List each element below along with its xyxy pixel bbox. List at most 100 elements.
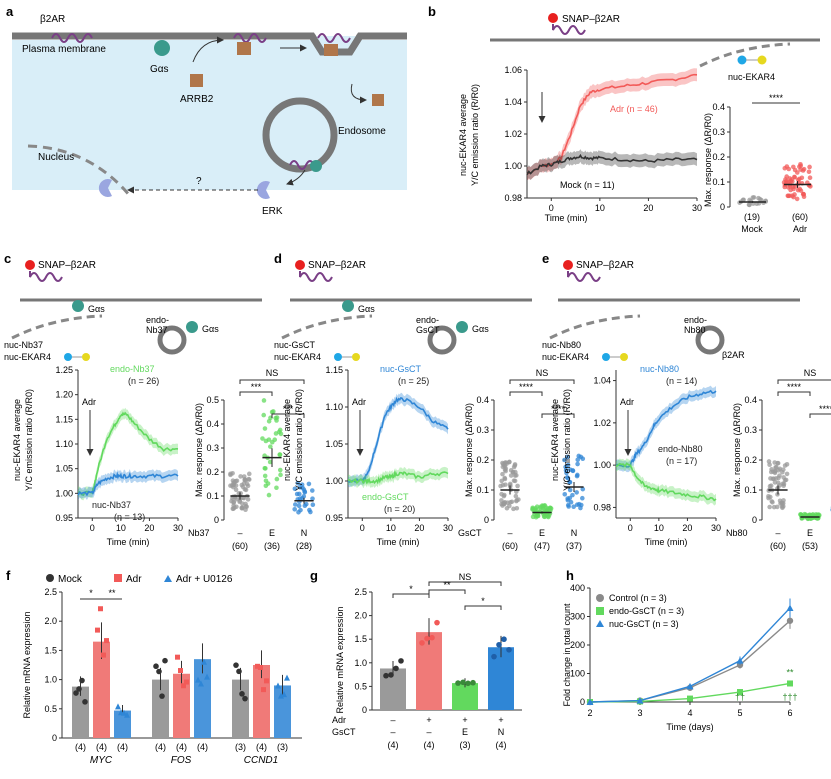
n-label: (4) <box>117 742 128 752</box>
galpha-icon <box>342 300 354 312</box>
galpha-icon <box>154 40 170 56</box>
panel-a: a Plasma membrane β2AR Gαs ARRB2 Endosom… <box>6 4 407 217</box>
n-label: (4) <box>388 740 399 750</box>
arrb2-icon <box>190 74 203 87</box>
n-label: (53) <box>802 541 818 551</box>
x-tick-label: 10 <box>595 203 605 213</box>
data-point <box>564 470 569 476</box>
data-point <box>266 418 272 424</box>
annotation-day6b: ††† <box>782 692 797 702</box>
cfp-icon-b <box>737 55 747 65</box>
data-point <box>277 427 283 433</box>
cat-tick: – <box>775 528 780 538</box>
data-point <box>470 679 476 686</box>
adr-cell: + <box>426 715 431 725</box>
y-tick-label: 1.02 <box>504 129 522 139</box>
data-point <box>784 174 789 179</box>
arrow-release <box>350 83 367 104</box>
y-tick-label: 1.0 <box>44 675 57 685</box>
sig-bracket-1 <box>239 391 273 396</box>
data-point <box>780 481 786 486</box>
x-tick-label: 0 <box>90 523 95 533</box>
data-point <box>507 482 513 488</box>
data-point <box>264 678 269 684</box>
data-point <box>258 664 263 670</box>
data-point <box>236 668 242 675</box>
panel-f: f Mock Adr Adr + U0126 Relative mRNA expre… <box>6 568 302 766</box>
construct-label: SNAP–β2AR <box>576 260 634 271</box>
data-point <box>263 466 268 471</box>
adr-cell: – <box>390 715 395 725</box>
data-point <box>781 180 787 185</box>
data-point <box>308 509 313 515</box>
yfp-icon <box>82 353 90 361</box>
data-point <box>261 687 266 693</box>
y-tick-label: 0.98 <box>593 502 611 512</box>
data-point <box>274 485 279 491</box>
data-point <box>181 683 186 689</box>
data-point <box>124 711 130 718</box>
data-point <box>795 177 801 183</box>
panel-b: b SNAP–β2AR nuc-EKAR4 nuc-EKAR4 average … <box>428 4 820 234</box>
cat-tick: N <box>571 528 578 538</box>
data-point <box>277 452 283 457</box>
scatter-ylabel: Max. response (ΔR/R0) <box>464 403 474 497</box>
construct-label-b: SNAP–β2AR <box>562 14 620 25</box>
legend-marker <box>596 620 604 627</box>
y-tick-label: 2.0 <box>354 611 367 621</box>
bar <box>152 679 169 738</box>
y-tick-label: 0.4 <box>206 419 219 429</box>
receptor-icon <box>299 271 333 282</box>
xlabel: Time (min) <box>377 537 420 547</box>
data-point <box>278 692 284 699</box>
bar <box>93 641 110 738</box>
sig2-bracket <box>428 589 466 594</box>
sig-bracket-2 <box>271 413 305 418</box>
panel-e: e SNAP–β2ARendo-Nb80β2ARnuc-Nb80nuc-EKAR4… <box>542 251 831 551</box>
data-point <box>578 454 584 460</box>
endosome-icon <box>695 325 725 355</box>
x-tick-label: 0 <box>549 203 554 213</box>
legend-label: Mock <box>58 574 83 585</box>
y-tick-label: 1.0 <box>354 658 367 668</box>
n-label: (60) <box>770 541 786 551</box>
legend-label: Adr <box>126 574 142 585</box>
legend-text: (n = 17) <box>666 456 697 466</box>
y-tick-label: 0.2 <box>206 467 219 477</box>
bar <box>173 673 190 738</box>
data-point <box>242 486 248 492</box>
f-bar-chart: 2.5 2.0 1.5 1.0 0.5 0 (4) (4) (4) MYC (4) (4) (4) FOS… <box>44 587 302 766</box>
gene-label: CCND1 <box>244 755 278 766</box>
ylabel-g: Relative mRNA expression <box>335 606 345 713</box>
erk-icon <box>256 180 270 200</box>
data-point <box>574 490 579 495</box>
membrane-label: Plasma membrane <box>22 44 106 55</box>
n-label: (4) <box>424 740 435 750</box>
sig2-label: ** <box>443 580 451 590</box>
n-label: (3) <box>235 742 246 752</box>
data-point <box>238 474 243 479</box>
cfp-icon <box>334 353 342 361</box>
galpha-label: Gαs <box>88 304 105 314</box>
data-point <box>686 682 694 690</box>
data-point <box>242 695 248 702</box>
data-point <box>239 691 245 697</box>
trace-line <box>347 396 449 485</box>
n-label: (37) <box>566 541 582 551</box>
data-point <box>766 493 771 499</box>
y-tick-label: 0.1 <box>476 485 489 495</box>
data-point <box>775 460 781 466</box>
annotation-day6a: ** <box>786 667 794 677</box>
data-point <box>434 619 440 626</box>
yfp-icon <box>620 353 628 361</box>
data-point <box>786 604 794 611</box>
sig-label-1: **** <box>519 382 534 392</box>
scatter-ylabel: Max. response (ΔR/R0) <box>194 403 204 497</box>
data-point <box>388 672 394 678</box>
data-point <box>501 500 507 506</box>
data-point <box>767 483 773 489</box>
erk-label: ERK <box>262 206 283 217</box>
data-point <box>153 663 159 670</box>
ns-label: NS <box>459 572 472 582</box>
data-point <box>262 473 268 479</box>
